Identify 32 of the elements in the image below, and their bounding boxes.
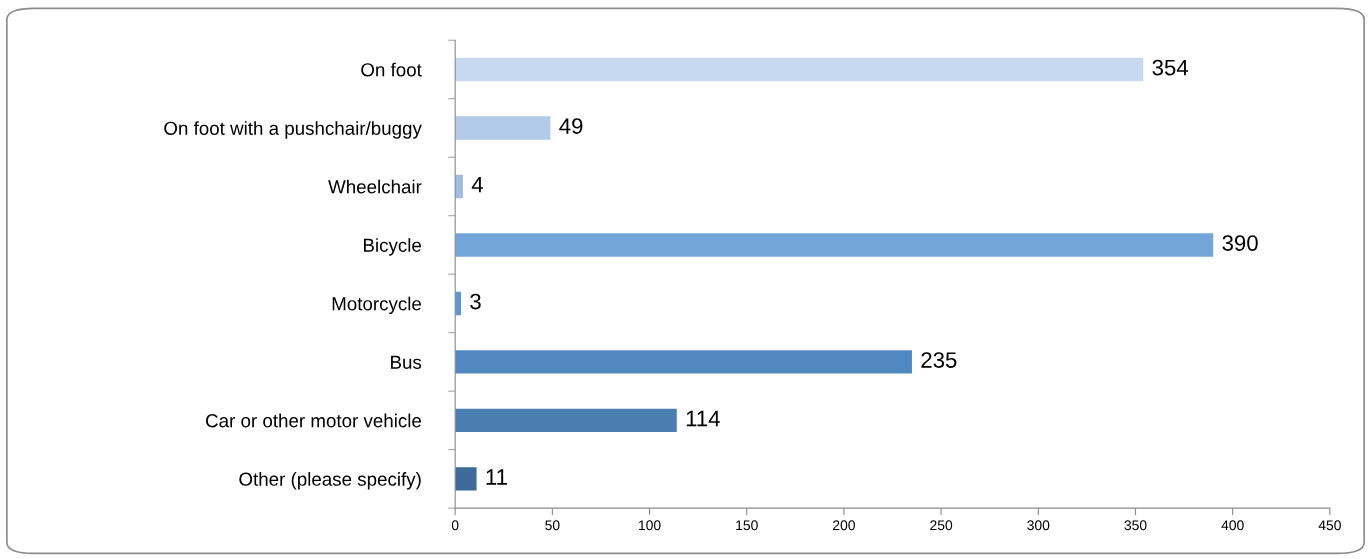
bar <box>455 408 677 433</box>
y-tick-label: On foot <box>361 62 422 77</box>
y-tick-label: Bicycle <box>363 238 422 256</box>
x-tick-label: 450 <box>1318 520 1341 531</box>
y-tick-label: On foot with a pushchair/buggy <box>164 121 422 139</box>
x-tick-label: 150 <box>736 520 758 531</box>
bar <box>455 467 477 491</box>
data-label: 235 <box>921 352 957 368</box>
data-label: 4 <box>471 176 483 193</box>
bar <box>455 350 912 374</box>
bar <box>455 233 1214 257</box>
x-tick-label: 400 <box>1221 520 1244 531</box>
x-tick-label: 100 <box>639 520 661 531</box>
y-tick-label: Motorcycle <box>332 296 422 315</box>
y-tick-label: Car or other motor vehicle <box>206 413 422 428</box>
y-tick-label: Bus <box>391 355 422 369</box>
x-tick-label: 300 <box>1027 520 1050 531</box>
x-tick-label: 200 <box>833 520 855 531</box>
y-tick-label: Wheelchair <box>328 179 422 194</box>
data-label: 3 <box>470 293 481 310</box>
data-label: 114 <box>686 410 720 427</box>
y-tick-label: Other (please specify) <box>239 472 421 490</box>
bar <box>455 57 1144 82</box>
bar <box>455 116 551 140</box>
data-label: 390 <box>1222 235 1258 251</box>
x-tick-label: 250 <box>930 520 953 531</box>
data-label: 354 <box>1152 59 1189 76</box>
data-label: 49 <box>559 118 583 134</box>
data-label: 11 <box>486 469 507 485</box>
x-tick-label: 350 <box>1124 520 1147 531</box>
x-tick-label: 50 <box>545 520 560 531</box>
x-tick-label: 0 <box>451 520 459 531</box>
